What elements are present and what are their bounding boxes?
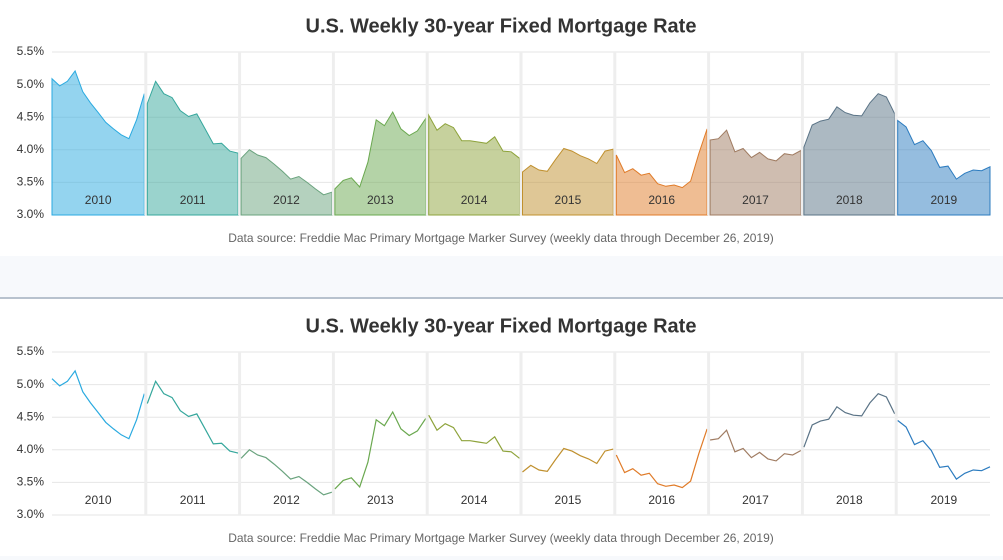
year-label: 2013	[367, 193, 394, 207]
y-tick-label: 3.5%	[17, 175, 45, 189]
line	[522, 447, 614, 473]
year-label: 2010	[85, 193, 112, 207]
year-label: 2010	[85, 493, 112, 507]
y-tick-label: 5.0%	[17, 77, 45, 91]
year-label: 2017	[742, 193, 769, 207]
chart-panel	[0, 299, 1003, 556]
line	[428, 414, 520, 459]
year-label: 2017	[742, 493, 769, 507]
line	[334, 410, 427, 490]
year-label: 2016	[648, 193, 675, 207]
year-label: 2018	[836, 193, 863, 207]
year-label: 2014	[461, 493, 488, 507]
y-tick-label: 4.5%	[17, 109, 45, 123]
year-label: 2014	[461, 193, 488, 207]
line	[51, 369, 145, 440]
y-tick-label: 3.5%	[17, 475, 45, 489]
year-label: 2016	[648, 493, 675, 507]
y-tick-label: 4.0%	[17, 142, 45, 156]
year-label: 2019	[930, 193, 957, 207]
line	[803, 392, 896, 448]
y-tick-label: 4.0%	[17, 442, 45, 456]
y-tick-label: 5.5%	[17, 44, 45, 58]
source-note: Data source: Freddie Mac Primary Mortgag…	[228, 531, 774, 545]
year-label: 2015	[555, 193, 582, 207]
y-tick-label: 3.0%	[17, 507, 45, 521]
source-note: Data source: Freddie Mac Primary Mortgag…	[228, 231, 774, 245]
y-tick-label: 5.0%	[17, 377, 45, 391]
line	[897, 420, 991, 480]
y-tick-label: 4.5%	[17, 409, 45, 423]
year-label: 2012	[273, 493, 300, 507]
y-tick-label: 3.0%	[17, 207, 45, 221]
year-label: 2012	[273, 193, 300, 207]
line	[710, 429, 802, 462]
year-label: 2013	[367, 493, 394, 507]
line	[615, 428, 708, 489]
year-label: 2018	[836, 493, 863, 507]
year-label: 2011	[180, 193, 206, 207]
year-label: 2011	[180, 493, 206, 507]
year-label: 2019	[930, 493, 957, 507]
area	[897, 119, 991, 216]
y-tick-label: 5.5%	[17, 344, 45, 358]
chart-title: U.S. Weekly 30-year Fixed Mortgage Rate	[306, 15, 697, 37]
line	[146, 379, 239, 454]
chart-title: U.S. Weekly 30-year Fixed Mortgage Rate	[306, 315, 697, 337]
year-label: 2015	[555, 493, 582, 507]
line	[240, 449, 333, 496]
